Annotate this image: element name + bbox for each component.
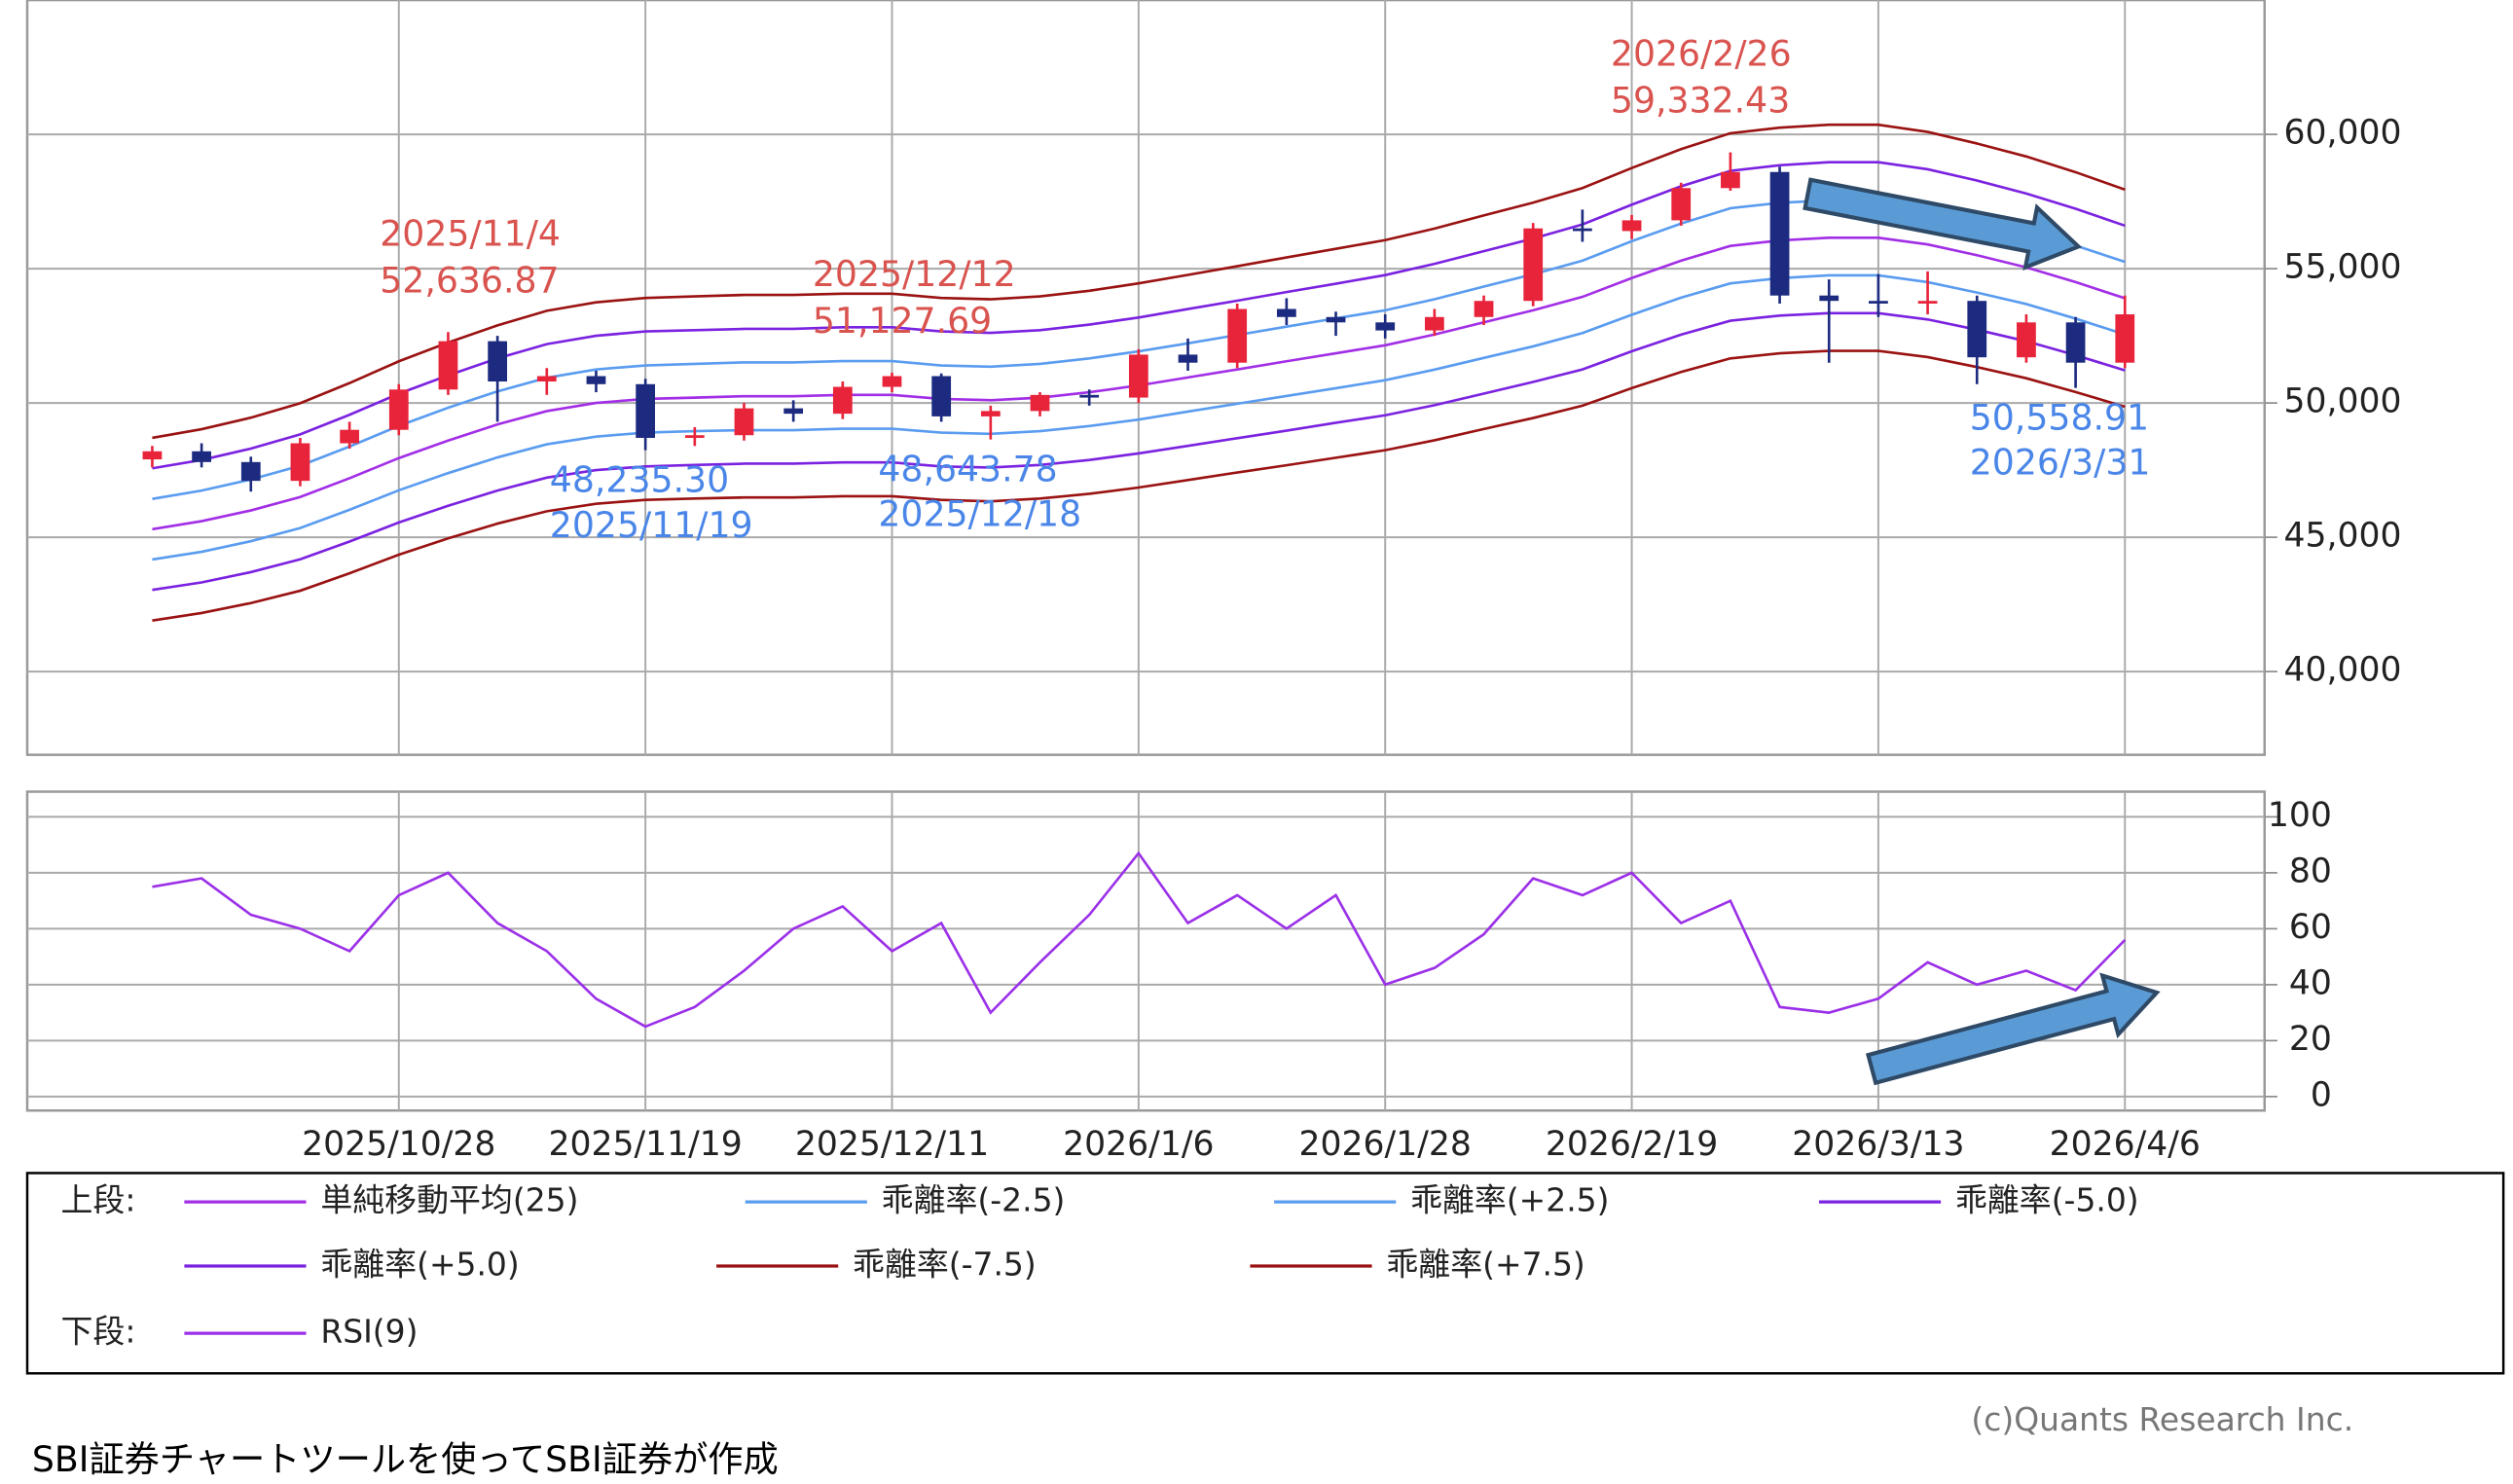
candle-body <box>388 389 409 430</box>
annotation-date: 2025/12/12 <box>813 253 1016 295</box>
x-tick-label: 2026/1/28 <box>1299 1125 1472 1164</box>
candle-body <box>980 411 1001 416</box>
candle-body <box>1326 316 1346 323</box>
candle-body <box>1917 301 1938 304</box>
legend-entry: RSI(9) <box>320 1313 418 1351</box>
arrow <box>1803 177 2083 271</box>
annotation-value: 59,332.43 <box>1611 79 1790 121</box>
arrow-shape <box>1803 177 2083 271</box>
x-tick-label: 2026/4/6 <box>2050 1125 2201 1164</box>
annotation-date: 2025/11/4 <box>380 213 561 255</box>
candle-body <box>1671 188 1692 221</box>
x-tick-label: 2026/1/6 <box>1063 1125 1214 1164</box>
candle-body <box>488 341 508 382</box>
candle-body <box>1621 220 1642 232</box>
candle-body <box>1227 308 1248 363</box>
y-tick-label: 55,000 <box>2284 248 2402 287</box>
candle-body <box>882 376 902 387</box>
candle-body <box>1869 301 1888 304</box>
series-line <box>152 273 2126 561</box>
series-line <box>152 161 2126 470</box>
series-line <box>152 851 2127 1029</box>
annotation-date: 2026/2/26 <box>1611 33 1792 75</box>
candle-body <box>1474 301 1494 317</box>
note: SBI証券チャートツールを使ってSBI証券が作成 <box>32 1438 779 1480</box>
y-tick-label: 0 <box>2311 1075 2332 1114</box>
x-tick-label: 2025/12/11 <box>795 1125 989 1164</box>
annotation-value: 52,636.87 <box>380 259 559 301</box>
candle-body <box>1573 228 1592 232</box>
x-tick-label: 2025/11/19 <box>548 1125 742 1164</box>
series-line <box>152 311 2126 592</box>
candle-body <box>636 383 656 438</box>
legend-label: 下段: <box>61 1313 136 1351</box>
legend-entry: 乖離率(-7.5) <box>853 1245 1037 1283</box>
legend-entry: 乖離率(-2.5) <box>882 1181 1066 1219</box>
arrow-shape <box>1865 972 2161 1086</box>
legend-entry: 乖離率(+2.5) <box>1410 1181 1609 1219</box>
credit: (c)Quants Research Inc. <box>1971 1400 2353 1438</box>
candle-body <box>536 376 557 382</box>
series-line <box>152 349 2126 622</box>
legend-entry: 単純移動平均(25) <box>320 1181 578 1219</box>
candle-body <box>2115 314 2135 363</box>
y-tick-label: 80 <box>2289 851 2332 890</box>
annotation-value: 50,558.91 <box>1970 397 2149 439</box>
legend-box <box>25 1172 2505 1375</box>
arrow <box>1865 972 2161 1086</box>
candle-body <box>1721 171 1740 189</box>
candle-body <box>1276 308 1296 317</box>
legend-entry: 乖離率(-5.0) <box>1955 1181 2139 1219</box>
x-tick-label: 2026/2/19 <box>1546 1125 1718 1164</box>
candle-body <box>1079 394 1100 398</box>
candle-body <box>931 376 952 416</box>
candle-body <box>2017 322 2036 358</box>
candle-body <box>1128 354 1148 398</box>
candle-body <box>1967 301 1987 358</box>
y-tick-label: 100 <box>2268 796 2332 835</box>
y-tick-label: 60,000 <box>2284 114 2402 153</box>
candle-body <box>586 376 606 384</box>
annotation-value: 48,235.30 <box>550 459 729 501</box>
y-tick-label: 20 <box>2289 1020 2332 1059</box>
annotation-value: 51,127.69 <box>813 300 992 342</box>
candle-body <box>1819 295 1839 302</box>
candle-body <box>192 451 211 462</box>
candle-body <box>1769 171 1790 296</box>
y-tick-label: 40,000 <box>2284 651 2402 690</box>
candle-body <box>1030 394 1050 412</box>
candle-body <box>1424 316 1444 331</box>
candle-body <box>783 408 804 415</box>
candle-body <box>340 429 359 444</box>
candle-body <box>438 341 458 390</box>
y-tick-label: 50,000 <box>2284 382 2402 421</box>
y-tick-label: 45,000 <box>2284 517 2402 556</box>
candle-body <box>240 461 261 482</box>
annotation-date: 2025/12/18 <box>878 493 1081 535</box>
x-tick-label: 2026/3/13 <box>1792 1125 1964 1164</box>
y-tick-label: 60 <box>2289 908 2332 947</box>
candle-body <box>684 435 705 438</box>
annotation-value: 48,643.78 <box>878 448 1057 489</box>
y-tick-label: 40 <box>2289 963 2332 1002</box>
candle-body <box>1523 228 1544 302</box>
candle-body <box>142 451 163 460</box>
legend-entry: 乖離率(+5.0) <box>320 1245 519 1283</box>
candle-body <box>734 408 754 436</box>
candle-body <box>832 386 853 415</box>
candle-body <box>2065 322 2086 363</box>
annotation-date: 2025/11/19 <box>550 504 753 546</box>
x-tick-label: 2025/10/28 <box>302 1125 495 1164</box>
legend-entry: 乖離率(+7.5) <box>1386 1245 1584 1283</box>
legend-label: 上段: <box>61 1181 136 1219</box>
series-line <box>152 123 2126 440</box>
candle-body <box>1375 322 1396 331</box>
candle-body <box>1178 354 1198 363</box>
annotation-date: 2026/3/31 <box>1970 442 2151 484</box>
candle-body <box>290 443 310 482</box>
